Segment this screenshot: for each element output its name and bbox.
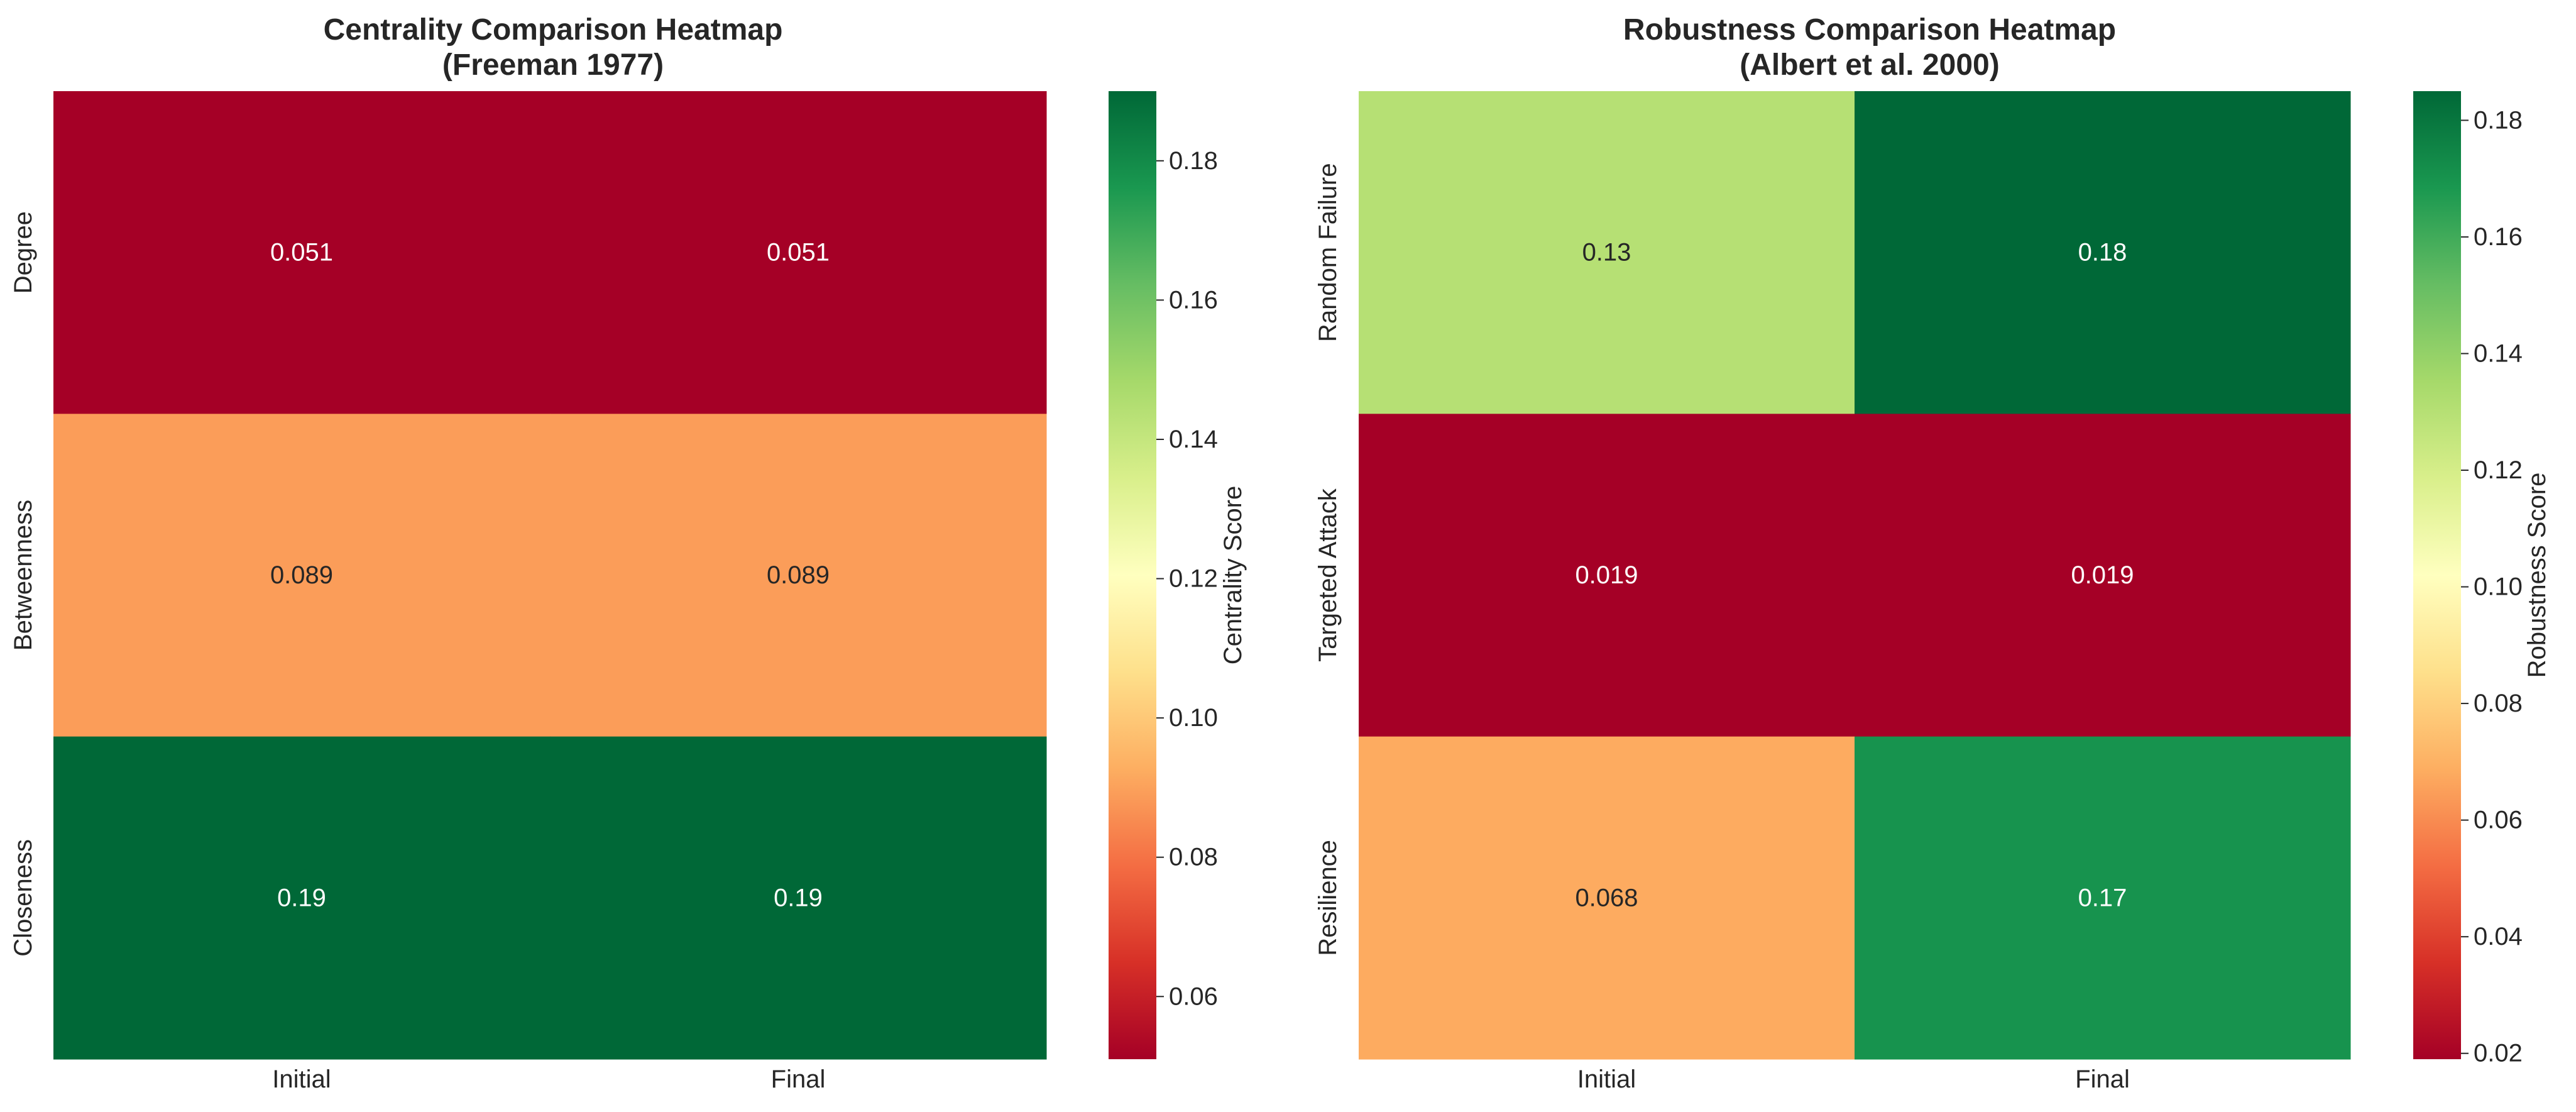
robustness-colorbar-tick-label-7: 0.16: [2474, 223, 2523, 251]
centrality-cell-label-betweenness-initial: 0.089: [270, 561, 333, 589]
centrality-cell-betweenness-initial: [53, 414, 551, 737]
centrality-colorbar-tick-label-1: 0.08: [1169, 844, 1218, 871]
centrality-heatmap: 0.051 0.051 0.089 0.089 0.19 0.19 Initial Final…: [9, 91, 1247, 1093]
robustness-heatmap-title: Robustness Comparison Heatmap (Albert et…: [1288, 13, 2451, 83]
centrality-y-tick-closeness: Closeness: [9, 839, 37, 957]
centrality-x-tick-final: Final: [771, 1065, 826, 1093]
centrality-heatmap-panel: Centrality Comparison Heatmap (Freeman 1…: [0, 13, 1247, 1093]
centrality-cell-betweenness-final: [550, 414, 1047, 737]
robustness-x-tick-final: Final: [2075, 1065, 2130, 1093]
centrality-cell-label-degree-initial: 0.051: [270, 239, 333, 267]
robustness-colorbar-tick-label-4: 0.10: [2474, 573, 2523, 601]
centrality-cell-label-betweenness-final: 0.089: [767, 561, 830, 589]
centrality-colorbar-label: Centrality Score: [1219, 486, 1247, 665]
robustness-colorbar-tick-label-0: 0.02: [2474, 1040, 2523, 1067]
robustness-colorbar-tick-label-5: 0.12: [2474, 456, 2523, 484]
centrality-colorbar-tick-label-6: 0.18: [1169, 147, 1218, 175]
centrality-cell-closeness-final: [550, 736, 1047, 1060]
robustness-heatmap: 0.13 0.18 0.019 0.019 0.068 0.17 Initial Final R…: [1314, 91, 2551, 1093]
robustness-y-tick-targeted-attack: Targeted Attack: [1314, 488, 1342, 662]
robustness-cell-random-failure-initial: [1359, 91, 1855, 414]
robustness-title-line2: (Albert et al. 2000): [1740, 48, 2000, 82]
robustness-colorbar-tick-label-1: 0.04: [2474, 923, 2523, 950]
robustness-colorbar-tick-label-8: 0.18: [2474, 106, 2523, 134]
robustness-colorbar: [2413, 91, 2461, 1059]
robustness-cell-label-resilience-final: 0.17: [2078, 884, 2127, 911]
robustness-cells: 0.13 0.18 0.019 0.019 0.068 0.17: [1359, 91, 2351, 1060]
centrality-cells: 0.051 0.051 0.089 0.089 0.19 0.19: [53, 91, 1047, 1060]
robustness-cell-targeted-attack-final: [1855, 414, 2351, 737]
robustness-cell-resilience-initial: [1359, 736, 1855, 1060]
robustness-cell-label-random-failure-final: 0.18: [2078, 239, 2127, 267]
centrality-cell-closeness-initial: [53, 736, 551, 1060]
robustness-cell-random-failure-final: [1855, 91, 2351, 414]
centrality-title-line2: (Freeman 1977): [442, 48, 664, 82]
robustness-cell-label-random-failure-initial: 0.13: [1582, 239, 1631, 267]
robustness-colorbar-tick-label-3: 0.08: [2474, 690, 2523, 717]
robustness-colorbar-tick-label-6: 0.14: [2474, 339, 2523, 367]
robustness-x-tick-initial: Initial: [1577, 1065, 1636, 1093]
centrality-colorbar-tick-label-0: 0.06: [1169, 983, 1218, 1010]
centrality-cell-label-closeness-initial: 0.19: [277, 884, 326, 911]
centrality-colorbar-tick-label-5: 0.16: [1169, 286, 1218, 314]
centrality-cell-degree-final: [550, 91, 1047, 414]
centrality-cell-label-closeness-final: 0.19: [774, 884, 823, 911]
centrality-colorbar-tick-label-4: 0.14: [1169, 426, 1218, 453]
centrality-cell-label-degree-final: 0.051: [767, 239, 830, 267]
centrality-heatmap-title: Centrality Comparison Heatmap (Freeman 1…: [0, 13, 1106, 83]
robustness-colorbar-tick-label-2: 0.06: [2474, 806, 2523, 834]
robustness-cell-targeted-attack-initial: [1359, 414, 1855, 737]
robustness-colorbar-label: Robustness Score: [2523, 473, 2551, 678]
robustness-y-tick-resilience: Resilience: [1314, 840, 1342, 956]
centrality-y-tick-degree: Degree: [9, 211, 37, 294]
robustness-y-tick-random-failure: Random Failure: [1314, 163, 1342, 342]
centrality-title-line1: Centrality Comparison Heatmap: [323, 13, 783, 47]
centrality-colorbar-tick-label-3: 0.12: [1169, 565, 1218, 593]
centrality-colorbar-tick-label-2: 0.10: [1169, 704, 1218, 732]
robustness-cell-label-resilience-initial: 0.068: [1575, 884, 1638, 911]
robustness-cell-resilience-final: [1855, 736, 2351, 1060]
robustness-cell-label-targeted-attack-final: 0.019: [2071, 561, 2134, 589]
centrality-y-tick-betweenness: Betweenness: [9, 500, 37, 651]
centrality-colorbar: [1109, 91, 1156, 1059]
robustness-cell-label-targeted-attack-initial: 0.019: [1575, 561, 1638, 589]
centrality-cell-degree-initial: [53, 91, 551, 414]
robustness-heatmap-panel: Robustness Comparison Heatmap (Albert et…: [1288, 0, 2576, 1112]
robustness-title-line1: Robustness Comparison Heatmap: [1623, 13, 2117, 47]
centrality-x-tick-initial: Initial: [272, 1065, 331, 1093]
